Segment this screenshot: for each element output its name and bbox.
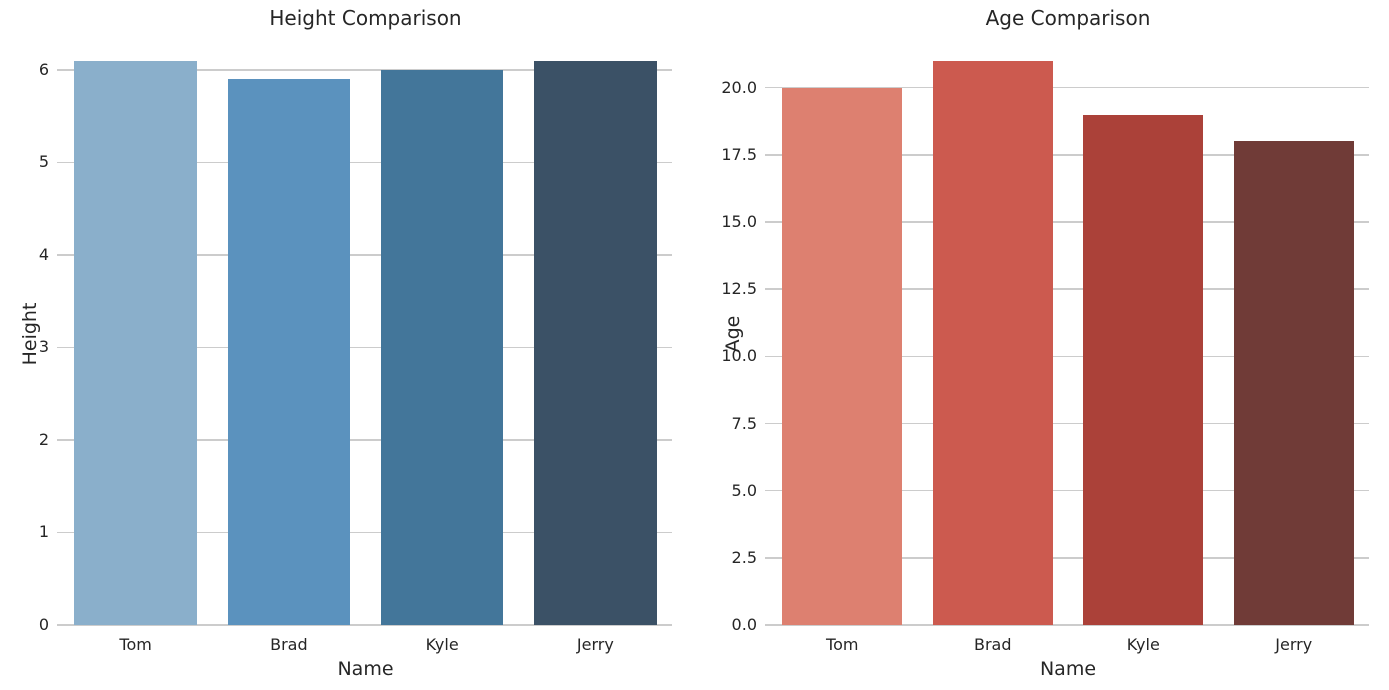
bar-brad	[932, 60, 1053, 625]
y-tick-label: 17.5	[721, 144, 757, 164]
x-tick-label: Brad	[270, 635, 308, 654]
gridline	[57, 161, 672, 164]
gridline	[57, 624, 672, 626]
y-tick-label: 1	[38, 522, 49, 542]
x-tick-label: Kyle	[1126, 635, 1160, 654]
y-tick-label: 7.5	[731, 413, 757, 433]
y-tick-label: 4	[38, 244, 49, 264]
bar-jerry	[1233, 141, 1354, 625]
gridline	[57, 439, 672, 441]
y-axis-label: Age	[722, 315, 744, 352]
x-tick-label: Jerry	[1275, 635, 1313, 654]
y-tick-label: 5.0	[731, 480, 757, 500]
gridline	[765, 86, 1369, 89]
x-tick-label: Jerry	[576, 635, 614, 654]
y-tick-label: 5	[38, 152, 49, 172]
y-tick-label: 3	[38, 337, 49, 357]
gridline	[765, 154, 1369, 156]
chart-title: Age Comparison	[985, 6, 1151, 30]
gridline	[57, 254, 672, 256]
y-tick-label: 6	[38, 59, 49, 79]
x-axis-label: Name	[337, 658, 394, 680]
x-tick-label: Kyle	[425, 635, 459, 654]
gridline	[765, 221, 1369, 223]
y-axis-label: Height	[19, 302, 41, 365]
gridline	[57, 346, 672, 349]
y-tick-label: 15.0	[721, 212, 757, 232]
chart-title: Height Comparison	[269, 6, 462, 30]
gridline	[765, 489, 1369, 492]
bar-brad	[227, 79, 351, 625]
x-axis-label: Name	[1039, 658, 1097, 680]
gridline	[765, 355, 1369, 358]
plot-area: 0.0 2.5 5.0 7.5 10.0 12.5 15.0 17.5 20.0 Tom Brad K…	[721, 42, 1369, 654]
bar-kyle	[380, 69, 504, 625]
y-tick-label: 0.0	[731, 615, 757, 634]
gridline	[765, 422, 1369, 425]
y-tick-label: 0	[38, 615, 49, 634]
bar-kyle	[1083, 114, 1204, 625]
plot-area: 0 1 2 3 4 5 6 Tom Brad Kyle Jerry	[39, 42, 672, 654]
y-tick-label: 10.0	[721, 346, 757, 366]
gridline	[57, 69, 672, 71]
bar-tom	[74, 60, 197, 625]
bar-tom	[782, 87, 903, 625]
x-tick-label: Tom	[826, 635, 859, 654]
y-tick-label: 2	[38, 429, 49, 449]
y-tick-label: 2.5	[731, 547, 757, 567]
y-tick-label: 20.0	[721, 77, 757, 97]
x-tick-label: Tom	[119, 635, 152, 654]
gridline	[765, 624, 1369, 626]
gridline	[765, 557, 1369, 559]
gridline	[57, 531, 672, 534]
y-tick-label: 12.5	[721, 279, 757, 299]
bar-jerry	[534, 60, 657, 625]
gridline	[765, 288, 1369, 290]
x-tick-label: Brad	[973, 635, 1012, 654]
